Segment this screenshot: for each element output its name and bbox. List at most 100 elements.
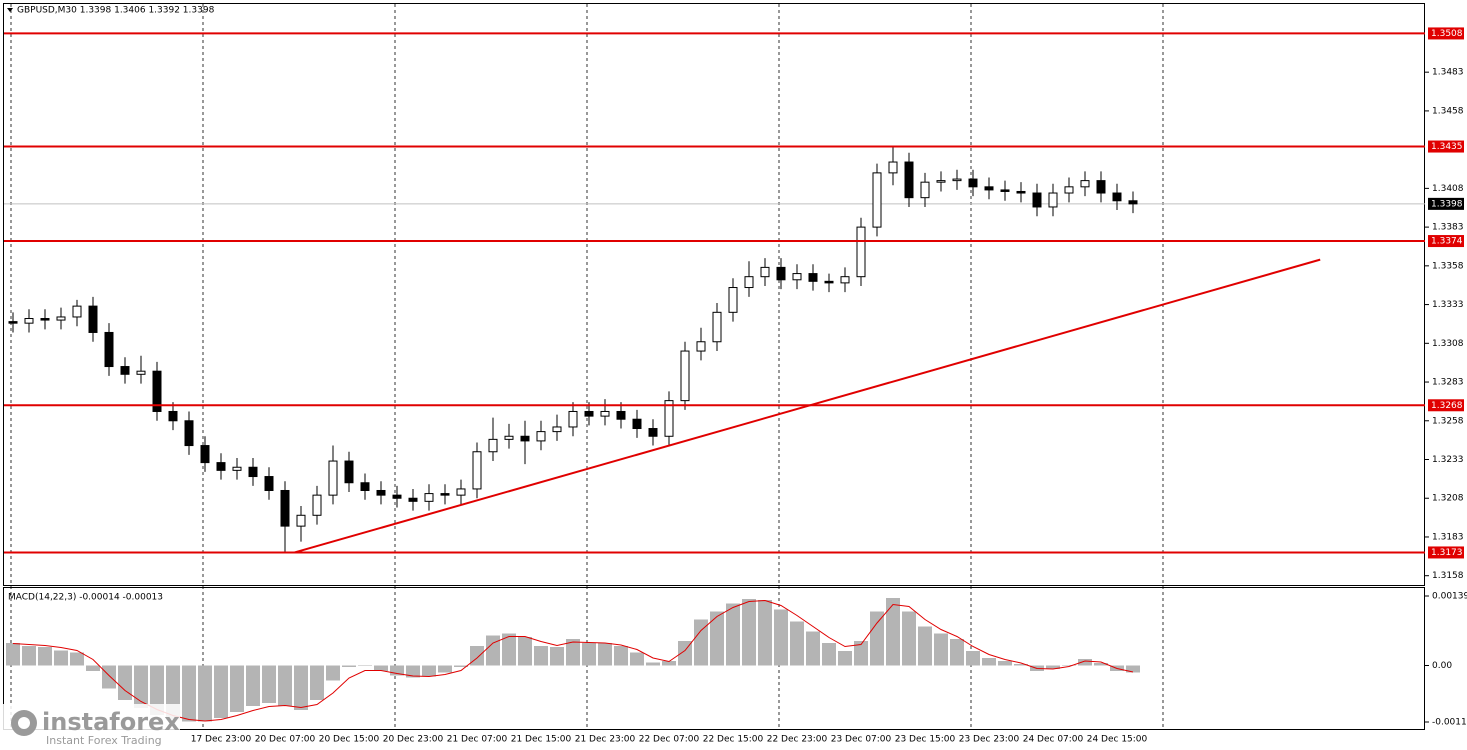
macd-bar bbox=[838, 651, 852, 666]
y-tick-label: 1.3458 bbox=[1432, 106, 1464, 116]
x-tick-label: 22 Dec 07:00 bbox=[639, 735, 700, 745]
last-price-box bbox=[1428, 197, 1464, 210]
macd-bar bbox=[966, 651, 980, 666]
macd-bar bbox=[390, 665, 404, 676]
candle-body bbox=[1032, 192, 1042, 208]
macd-bar bbox=[278, 665, 292, 706]
candle-body bbox=[72, 305, 82, 318]
candle-body bbox=[120, 366, 130, 375]
macd-bar bbox=[1078, 659, 1092, 666]
macd-bar bbox=[454, 665, 468, 667]
level-label: 1.3173 bbox=[1431, 548, 1463, 558]
candle-body bbox=[808, 273, 818, 282]
candle-body bbox=[792, 273, 802, 281]
y-tick-label: 1.3408 bbox=[1432, 184, 1464, 194]
x-tick-label: 17 Dec 23:00 bbox=[191, 735, 252, 745]
x-tick-label: 21 Dec 07:00 bbox=[447, 735, 508, 745]
macd-bar bbox=[294, 665, 308, 710]
candle-body bbox=[888, 161, 898, 174]
candle-body bbox=[248, 466, 258, 478]
macd-bar bbox=[694, 619, 708, 666]
macd-bar bbox=[806, 631, 820, 666]
candle-body bbox=[600, 410, 610, 417]
y-tick-label: -0.00113 bbox=[1432, 718, 1467, 728]
macd-bar bbox=[710, 611, 724, 666]
macd-bar bbox=[646, 662, 660, 666]
candle-body bbox=[456, 488, 466, 496]
macd-bar bbox=[726, 603, 740, 666]
y-tick-label: 1.3358 bbox=[1432, 261, 1464, 271]
macd-bar bbox=[1062, 665, 1076, 666]
last-price-label: 1.3398 bbox=[1431, 199, 1463, 209]
candle-body bbox=[328, 460, 338, 496]
candle-body bbox=[488, 438, 498, 453]
candle-body bbox=[856, 226, 866, 278]
candle-body bbox=[696, 341, 706, 352]
macd-bar bbox=[614, 646, 628, 666]
macd-bar bbox=[870, 611, 884, 666]
candle-body bbox=[840, 276, 850, 284]
macd-bar bbox=[950, 639, 964, 666]
candle-body bbox=[552, 426, 562, 433]
level-label-box bbox=[1428, 546, 1464, 559]
candle-body bbox=[584, 410, 594, 417]
candle-body bbox=[344, 460, 354, 484]
candle-body bbox=[360, 482, 370, 491]
level-label-box bbox=[1428, 27, 1464, 40]
x-tick-label: 23 Dec 07:00 bbox=[831, 735, 892, 745]
macd-bar bbox=[422, 665, 436, 677]
candle-body bbox=[920, 181, 930, 199]
y-tick-label: 1.3333 bbox=[1432, 300, 1464, 310]
macd-bar bbox=[70, 652, 84, 666]
symbol-arrow bbox=[7, 8, 13, 12]
candle-body bbox=[968, 178, 978, 188]
x-tick-label: 24 Dec 07:00 bbox=[1023, 735, 1084, 745]
macd-bar bbox=[934, 633, 948, 666]
candle-body bbox=[8, 321, 18, 324]
candle-body bbox=[1000, 189, 1010, 192]
x-tick-label: 22 Dec 15:00 bbox=[703, 735, 764, 745]
candle-body bbox=[760, 266, 770, 278]
macd-bar bbox=[262, 665, 276, 703]
macd-bar bbox=[102, 665, 116, 689]
macd-bar bbox=[86, 665, 100, 671]
macd-bar bbox=[1094, 663, 1108, 666]
candle-body bbox=[376, 489, 386, 496]
macd-bar bbox=[118, 665, 132, 700]
macd-bar bbox=[518, 637, 532, 666]
candle-body bbox=[40, 318, 50, 321]
candle-body bbox=[712, 311, 722, 343]
candle-body bbox=[472, 451, 482, 490]
macd-title: MACD(14,22,3) -0.00014 -0.00013 bbox=[8, 593, 163, 603]
macd-bar bbox=[438, 665, 452, 673]
macd-bar bbox=[246, 665, 260, 706]
candle-body bbox=[280, 489, 290, 527]
macd-bar bbox=[198, 665, 212, 722]
macd-bar bbox=[406, 665, 420, 678]
x-tick-label: 24 Dec 15:00 bbox=[1087, 735, 1148, 745]
level-label: 1.3435 bbox=[1431, 142, 1463, 152]
signal-line bbox=[12, 599, 1134, 722]
candle-body bbox=[152, 370, 162, 412]
level-label-box bbox=[1428, 399, 1464, 412]
macd-bar bbox=[470, 646, 484, 666]
macd-bar bbox=[902, 611, 916, 666]
candle-body bbox=[184, 420, 194, 447]
candle-body bbox=[872, 172, 882, 228]
candle-body bbox=[136, 370, 146, 375]
x-tick-label: 20 Dec 23:00 bbox=[383, 735, 444, 745]
macd-bar bbox=[774, 609, 788, 666]
candle-body bbox=[168, 410, 178, 422]
macd-bar bbox=[1126, 665, 1140, 673]
macd-bar bbox=[1014, 664, 1028, 666]
candle-body bbox=[216, 462, 226, 471]
x-tick-label: 20 Dec 07:00 bbox=[255, 735, 316, 745]
candle-body bbox=[424, 493, 434, 502]
candle-body bbox=[1096, 180, 1106, 194]
candle-body bbox=[1048, 192, 1058, 208]
candle-body bbox=[536, 431, 546, 442]
macd-panel bbox=[3, 587, 1425, 730]
candle-body bbox=[664, 400, 674, 437]
candle-body bbox=[648, 428, 658, 437]
